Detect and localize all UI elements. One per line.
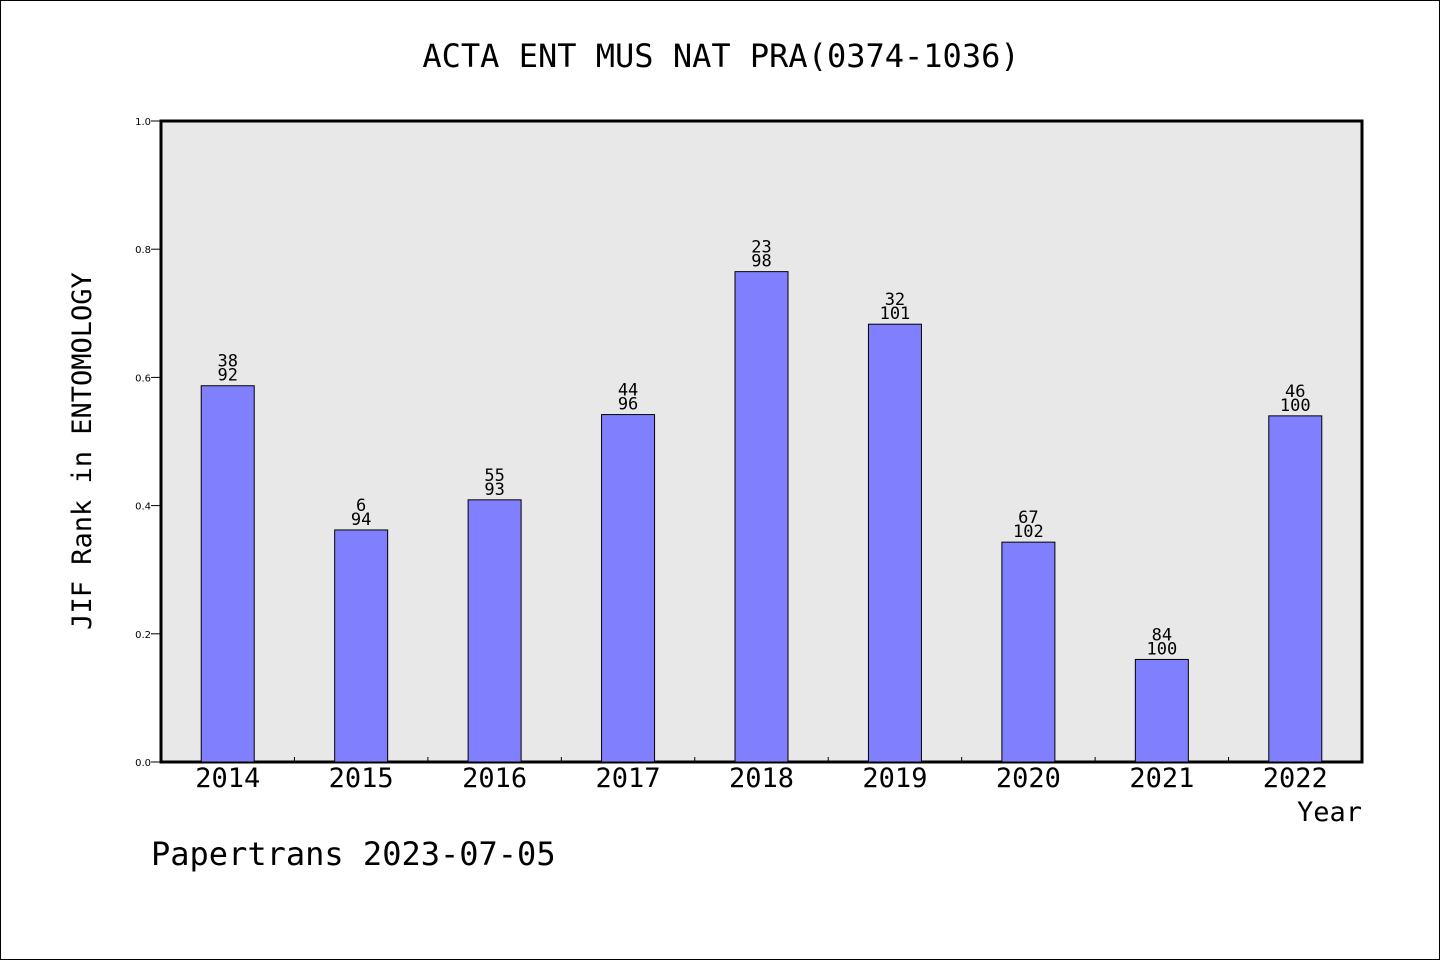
- chart-title: ACTA ENT MUS NAT PRA(0374-1036): [422, 37, 1019, 75]
- bar-rank-label: 44: [618, 381, 638, 401]
- bar-2022: [1268, 415, 1323, 763]
- bar-total-label: 100: [1146, 639, 1177, 659]
- bar-2016: [467, 499, 522, 763]
- bar-rank-label: 23: [751, 238, 771, 258]
- y-tick-label: 0.6: [135, 373, 151, 384]
- bar-rank-label: 6: [356, 496, 366, 516]
- bar-total-label: 101: [880, 304, 911, 324]
- bar-2019: [867, 323, 922, 763]
- x-tick-label: 2017: [596, 763, 661, 794]
- bar-2020: [1001, 541, 1056, 763]
- bar-2017: [601, 414, 656, 763]
- y-tick-label: 0.2: [135, 630, 151, 641]
- bar-total-label: 98: [751, 252, 771, 272]
- footer-credit: Papertrans 2023-07-05: [151, 835, 556, 873]
- y-tick-label: 0.0: [135, 758, 151, 769]
- bar-total-label: 96: [618, 395, 638, 415]
- bar-total-label: 100: [1280, 396, 1311, 416]
- y-tick-label: 1.0: [135, 117, 151, 128]
- x-tick-label: 2016: [462, 763, 527, 794]
- x-tick-label: 2019: [862, 763, 927, 794]
- x-tick-label: 2021: [1129, 763, 1194, 794]
- x-axis-label: Year: [1297, 797, 1362, 828]
- bar-rank-label: 67: [1018, 508, 1038, 528]
- x-tick-label: 2015: [329, 763, 394, 794]
- y-tick-label: 0.4: [135, 502, 151, 513]
- bar-2018: [734, 271, 789, 763]
- x-tick-label: 2018: [729, 763, 794, 794]
- bar-2014: [200, 385, 255, 763]
- bar-rank-label: 46: [1285, 382, 1305, 402]
- y-axis-label: JIF Rank in ENTOMOLOGY: [67, 272, 98, 630]
- x-tick-label: 2020: [996, 763, 1061, 794]
- bar-2015: [334, 529, 389, 763]
- bar-rank-label: 32: [885, 290, 905, 310]
- bar-total-label: 94: [351, 510, 371, 530]
- bar-total-label: 92: [217, 366, 237, 386]
- bar-rank-label: 38: [217, 352, 237, 372]
- bar-rank-label: 84: [1152, 625, 1172, 645]
- y-axis: 0.0 0.2 0.4 0.6 0.8 1.0: [135, 117, 161, 769]
- bar-total-label: 93: [484, 480, 504, 500]
- y-tick-label: 0.8: [135, 245, 151, 256]
- x-axis: 2014 2015 2016 2017 2018 2019 2020 2021 2022: [195, 757, 1328, 794]
- x-tick-label: 2022: [1263, 763, 1328, 794]
- bar-total-label: 102: [1013, 522, 1044, 542]
- bar-rank-label: 55: [484, 466, 504, 486]
- x-tick-label: 2014: [195, 763, 260, 794]
- bar-2021: [1134, 658, 1189, 763]
